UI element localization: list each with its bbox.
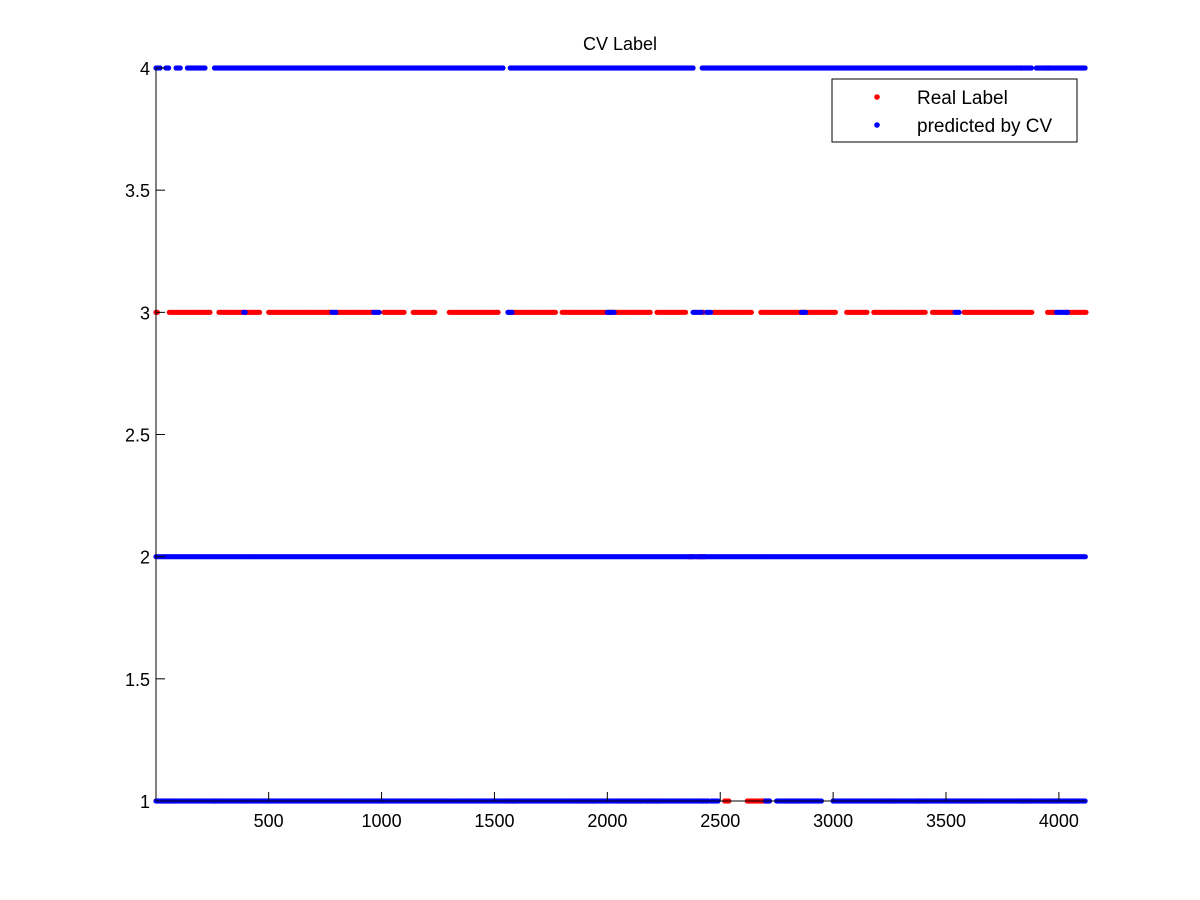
x-tick-label: 2000 bbox=[587, 811, 627, 831]
y-tick-label: 2 bbox=[140, 548, 150, 568]
real-label-point bbox=[1083, 309, 1089, 315]
predicted-point bbox=[708, 309, 714, 315]
plot-area bbox=[153, 65, 1089, 804]
legend-box bbox=[831, 78, 1078, 143]
x-axis-ticks: 500 1000 1500 2000 2500 3000 3500 4000 bbox=[254, 792, 1079, 831]
y-tick-label: 3.5 bbox=[125, 181, 150, 201]
real-label-point bbox=[257, 309, 263, 315]
real-label-point bbox=[495, 309, 501, 315]
predicted-point bbox=[1028, 65, 1034, 71]
predicted-point bbox=[1082, 65, 1088, 71]
real-label-point bbox=[552, 309, 559, 315]
real-label-point bbox=[432, 309, 438, 315]
predicted-point bbox=[376, 309, 382, 315]
predicted-point bbox=[698, 309, 704, 315]
predicted-point bbox=[509, 309, 515, 315]
real-label-point bbox=[748, 309, 755, 315]
legend-label-real: Real Label bbox=[917, 88, 1008, 109]
chart-title: CV Label bbox=[583, 34, 657, 54]
legend-marker-predicted bbox=[874, 122, 880, 128]
y-tick-label: 4 bbox=[140, 59, 150, 79]
real-label-point bbox=[922, 309, 928, 315]
real-label-series bbox=[153, 65, 1089, 804]
predicted-point bbox=[177, 65, 183, 71]
y-tick-label: 2.5 bbox=[125, 426, 150, 446]
x-tick-label: 4000 bbox=[1039, 811, 1079, 831]
x-tick-label: 1500 bbox=[474, 811, 514, 831]
x-tick-label: 3500 bbox=[926, 811, 966, 831]
real-label-point bbox=[401, 309, 407, 315]
predicted-point bbox=[690, 65, 696, 71]
real-label-point bbox=[682, 309, 689, 315]
predicted-point bbox=[242, 309, 248, 315]
predicted-point bbox=[333, 309, 339, 315]
x-tick-label: 500 bbox=[254, 811, 284, 831]
legend-marker-real bbox=[874, 94, 880, 100]
legend-label-predicted: predicted by CV bbox=[917, 116, 1053, 137]
predicted-point bbox=[956, 309, 962, 315]
y-axis-ticks: 1 1.5 2 2.5 3 3.5 4 bbox=[125, 59, 165, 812]
predicted-series bbox=[153, 65, 1088, 804]
real-label-point bbox=[1029, 309, 1035, 315]
y-tick-label: 1.5 bbox=[125, 670, 150, 690]
predicted-point bbox=[1064, 309, 1071, 315]
real-label-point bbox=[207, 309, 213, 315]
predicted-point bbox=[202, 65, 208, 71]
y-tick-label: 1 bbox=[140, 792, 150, 812]
real-label-point bbox=[647, 309, 653, 315]
real-label-point bbox=[832, 309, 839, 315]
predicted-point bbox=[611, 309, 617, 315]
x-tick-label: 2500 bbox=[700, 811, 740, 831]
predicted-point bbox=[166, 65, 172, 71]
predicted-point bbox=[803, 309, 809, 315]
x-tick-label: 1000 bbox=[362, 811, 402, 831]
predicted-point bbox=[1082, 554, 1088, 560]
predicted-point bbox=[500, 65, 506, 71]
legend: Real Label predicted by CV bbox=[831, 78, 1078, 143]
real-label-point bbox=[864, 309, 870, 315]
x-tick-label: 3000 bbox=[813, 811, 853, 831]
y-tick-label: 3 bbox=[140, 303, 150, 323]
